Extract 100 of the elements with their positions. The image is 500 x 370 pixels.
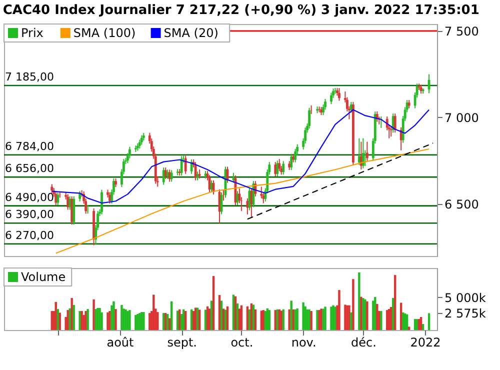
ref-line-label: 6 490,00 bbox=[5, 190, 54, 204]
bar bbox=[238, 308, 241, 330]
x-tick-label: nov. bbox=[291, 336, 316, 350]
bar bbox=[72, 305, 75, 330]
bar bbox=[170, 301, 173, 330]
bar bbox=[332, 305, 334, 330]
bar bbox=[208, 308, 211, 330]
bar bbox=[168, 318, 171, 330]
candlestick bbox=[308, 107, 310, 130]
candlestick bbox=[170, 170, 173, 182]
bar bbox=[240, 305, 243, 330]
bar bbox=[70, 298, 73, 330]
candlestick bbox=[394, 113, 396, 134]
bar bbox=[246, 306, 249, 330]
bar bbox=[156, 312, 159, 330]
legend-label: SMA (20) bbox=[164, 26, 218, 40]
bar bbox=[248, 309, 251, 330]
bar bbox=[56, 309, 59, 330]
legend-label: SMA (100) bbox=[73, 26, 136, 40]
bar bbox=[218, 295, 221, 330]
candlestick bbox=[164, 167, 167, 180]
bar bbox=[406, 314, 408, 330]
bar bbox=[108, 311, 111, 330]
bar bbox=[372, 300, 374, 330]
bar bbox=[350, 312, 352, 330]
candlestick bbox=[194, 162, 197, 181]
candlestick bbox=[330, 92, 332, 105]
bar bbox=[392, 298, 394, 330]
bar bbox=[388, 308, 390, 330]
bar bbox=[414, 319, 416, 330]
x-tick-label: 2022 bbox=[410, 336, 441, 350]
bar bbox=[422, 324, 424, 330]
bar bbox=[134, 314, 137, 330]
bar bbox=[98, 308, 101, 330]
bar bbox=[206, 306, 209, 330]
bar bbox=[110, 305, 113, 330]
bar bbox=[268, 310, 270, 330]
bar bbox=[96, 308, 99, 330]
ref-line-label: 7 185,00 bbox=[5, 70, 54, 84]
candlestick bbox=[318, 106, 320, 113]
y-tick-label: 2 575k bbox=[444, 306, 486, 321]
candlestick bbox=[366, 141, 368, 162]
candlestick bbox=[282, 160, 285, 176]
bar bbox=[338, 290, 340, 330]
bar bbox=[266, 308, 268, 330]
bar bbox=[344, 304, 346, 330]
y-tick-label: 7 500 bbox=[444, 24, 479, 38]
bar bbox=[376, 304, 378, 330]
candlestick bbox=[362, 138, 364, 169]
ref-line-label: 6 390,00 bbox=[5, 208, 54, 222]
bar bbox=[236, 303, 239, 330]
bar bbox=[226, 306, 229, 330]
candlestick bbox=[166, 169, 169, 180]
legend-label: Prix bbox=[21, 26, 44, 40]
bar bbox=[94, 309, 97, 330]
bar bbox=[220, 300, 223, 330]
bar bbox=[346, 305, 348, 330]
bar bbox=[142, 312, 145, 330]
candlestick bbox=[100, 189, 103, 215]
line-series bbox=[55, 148, 430, 254]
bar bbox=[302, 302, 304, 330]
bar bbox=[260, 310, 263, 330]
bar bbox=[50, 311, 53, 330]
bar bbox=[408, 326, 410, 330]
bar bbox=[390, 306, 392, 330]
bar bbox=[100, 312, 103, 330]
bar bbox=[374, 296, 376, 330]
bar bbox=[122, 308, 125, 330]
bar bbox=[394, 275, 396, 330]
chart-title: CAC40 Index Journalier 7 217,22 (+0,90 %) 3 janv. 2022 17:35:01 bbox=[2, 3, 480, 18]
bar bbox=[288, 309, 290, 330]
bar bbox=[152, 294, 155, 330]
bar bbox=[428, 313, 430, 330]
ref-line-label: 6 270,00 bbox=[5, 228, 54, 242]
bar bbox=[204, 310, 207, 330]
bar bbox=[254, 309, 257, 330]
y-tick-label: 7 000 bbox=[444, 110, 479, 125]
bar bbox=[92, 299, 95, 330]
candlestick bbox=[50, 184, 54, 194]
bar bbox=[402, 312, 404, 330]
candlestick bbox=[276, 160, 279, 178]
bar bbox=[126, 311, 129, 330]
bar bbox=[112, 301, 115, 330]
candlestick bbox=[338, 88, 340, 102]
ref-line-label: 6 784,00 bbox=[5, 140, 54, 153]
bar bbox=[54, 302, 57, 330]
candlestick bbox=[162, 167, 165, 186]
x-tick-label: sept. bbox=[167, 336, 197, 350]
bar bbox=[400, 302, 402, 330]
candlestick bbox=[198, 168, 201, 179]
bar bbox=[128, 310, 131, 330]
bar bbox=[140, 312, 143, 330]
bar bbox=[210, 300, 213, 330]
bar bbox=[114, 309, 117, 330]
bar bbox=[212, 276, 215, 330]
x-tick-label: août bbox=[106, 336, 134, 350]
bar bbox=[420, 317, 422, 330]
bar bbox=[58, 312, 61, 330]
x-tick-label: déc. bbox=[350, 336, 376, 350]
bar bbox=[290, 300, 292, 330]
